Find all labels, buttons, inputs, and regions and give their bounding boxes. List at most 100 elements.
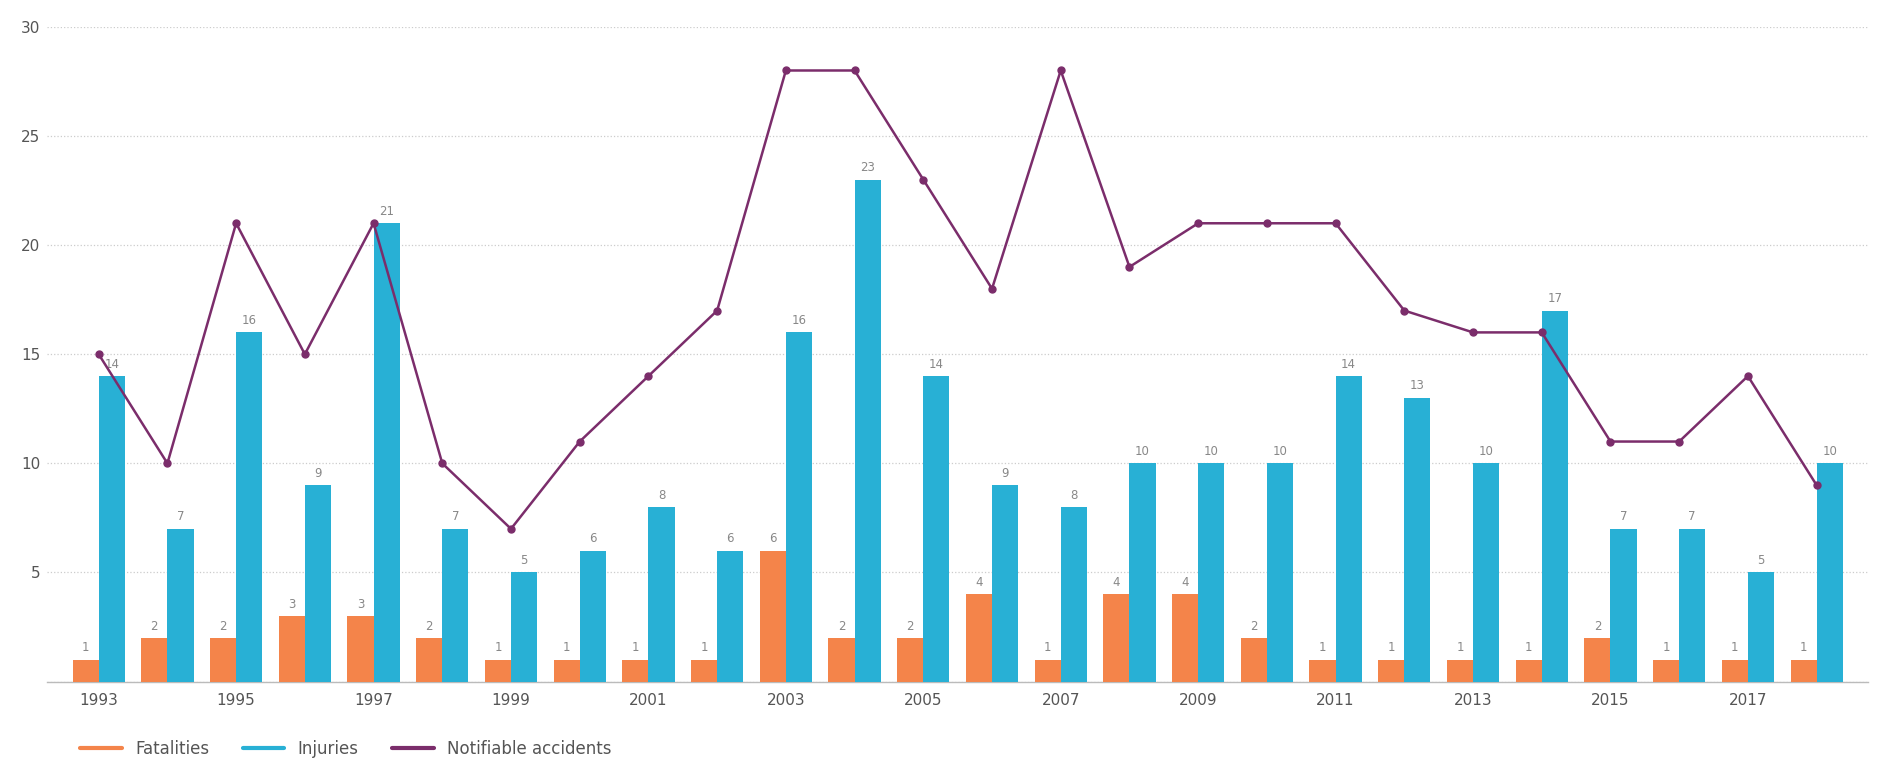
Text: 1: 1 bbox=[81, 641, 89, 654]
Bar bbox=[512, 573, 536, 682]
Bar bbox=[416, 638, 442, 682]
Bar bbox=[1653, 660, 1679, 682]
Bar bbox=[1611, 529, 1636, 682]
Text: 1: 1 bbox=[1730, 641, 1738, 654]
Text: 8: 8 bbox=[1069, 489, 1077, 502]
Bar bbox=[1541, 310, 1568, 682]
Text: 7: 7 bbox=[1619, 510, 1626, 524]
Bar bbox=[854, 180, 880, 682]
Text: 13: 13 bbox=[1409, 380, 1424, 392]
Bar bbox=[142, 638, 168, 682]
Text: 1: 1 bbox=[1524, 641, 1532, 654]
Text: 10: 10 bbox=[1823, 445, 1838, 458]
Bar bbox=[1747, 573, 1774, 682]
Text: 3: 3 bbox=[357, 598, 365, 611]
Text: 9: 9 bbox=[314, 467, 321, 480]
Text: 1: 1 bbox=[563, 641, 570, 654]
Text: 23: 23 bbox=[859, 161, 875, 174]
Text: 14: 14 bbox=[104, 358, 119, 370]
Bar bbox=[897, 638, 924, 682]
Bar bbox=[1817, 464, 1844, 682]
Bar bbox=[759, 551, 786, 682]
Bar bbox=[1062, 507, 1086, 682]
Bar bbox=[304, 485, 331, 682]
Bar bbox=[965, 594, 992, 682]
Bar bbox=[98, 376, 125, 682]
Bar bbox=[924, 376, 950, 682]
Text: 6: 6 bbox=[727, 532, 735, 545]
Text: 2: 2 bbox=[839, 619, 844, 633]
Text: 7: 7 bbox=[1689, 510, 1696, 524]
Text: 6: 6 bbox=[589, 532, 597, 545]
Bar bbox=[691, 660, 718, 682]
Text: 1: 1 bbox=[1319, 641, 1326, 654]
Text: 21: 21 bbox=[380, 205, 395, 218]
Bar bbox=[718, 551, 742, 682]
Bar bbox=[1171, 594, 1198, 682]
Text: 3: 3 bbox=[289, 598, 295, 611]
Text: 2: 2 bbox=[425, 619, 433, 633]
Bar bbox=[1791, 660, 1817, 682]
Text: 17: 17 bbox=[1547, 292, 1562, 305]
Bar bbox=[1404, 398, 1430, 682]
Text: 10: 10 bbox=[1203, 445, 1218, 458]
Bar bbox=[621, 660, 648, 682]
Text: 1: 1 bbox=[1045, 641, 1052, 654]
Text: 1: 1 bbox=[1800, 641, 1808, 654]
Bar bbox=[1515, 660, 1541, 682]
Bar bbox=[1268, 464, 1292, 682]
Text: 1: 1 bbox=[631, 641, 638, 654]
Text: 5: 5 bbox=[1757, 554, 1764, 567]
Text: 1: 1 bbox=[701, 641, 708, 654]
Text: 16: 16 bbox=[791, 314, 807, 327]
Text: 14: 14 bbox=[1341, 358, 1356, 370]
Bar bbox=[374, 223, 400, 682]
Text: 2: 2 bbox=[151, 619, 159, 633]
Bar bbox=[580, 551, 606, 682]
Bar bbox=[1473, 464, 1500, 682]
Text: 1: 1 bbox=[1662, 641, 1670, 654]
Bar bbox=[280, 616, 304, 682]
Bar bbox=[1035, 660, 1062, 682]
Bar bbox=[1336, 376, 1362, 682]
Text: 1: 1 bbox=[1388, 641, 1394, 654]
Text: 2: 2 bbox=[1251, 619, 1258, 633]
Bar bbox=[1679, 529, 1706, 682]
Text: 2: 2 bbox=[1594, 619, 1602, 633]
Bar bbox=[1309, 660, 1336, 682]
Text: 4: 4 bbox=[975, 576, 982, 589]
Bar bbox=[648, 507, 674, 682]
Bar bbox=[992, 485, 1018, 682]
Text: 14: 14 bbox=[929, 358, 944, 370]
Text: 16: 16 bbox=[242, 314, 257, 327]
Text: 10: 10 bbox=[1479, 445, 1494, 458]
Legend: Fatalities, Injuries, Notifiable accidents: Fatalities, Injuries, Notifiable acciden… bbox=[74, 734, 618, 765]
Bar bbox=[72, 660, 98, 682]
Bar bbox=[1721, 660, 1747, 682]
Text: 1: 1 bbox=[495, 641, 502, 654]
Bar bbox=[442, 529, 468, 682]
Bar bbox=[1198, 464, 1224, 682]
Bar bbox=[236, 332, 263, 682]
Bar bbox=[1130, 464, 1156, 682]
Bar bbox=[829, 638, 854, 682]
Bar bbox=[1103, 594, 1130, 682]
Text: 6: 6 bbox=[769, 532, 776, 545]
Bar bbox=[485, 660, 512, 682]
Text: 7: 7 bbox=[451, 510, 459, 524]
Bar bbox=[210, 638, 236, 682]
Text: 4: 4 bbox=[1113, 576, 1120, 589]
Bar bbox=[786, 332, 812, 682]
Bar bbox=[1241, 638, 1268, 682]
Bar bbox=[1447, 660, 1473, 682]
Bar bbox=[168, 529, 193, 682]
Text: 9: 9 bbox=[1001, 467, 1009, 480]
Text: 5: 5 bbox=[519, 554, 527, 567]
Bar bbox=[348, 616, 374, 682]
Bar bbox=[1379, 660, 1404, 682]
Bar bbox=[553, 660, 580, 682]
Text: 4: 4 bbox=[1181, 576, 1188, 589]
Text: 10: 10 bbox=[1273, 445, 1288, 458]
Text: 1: 1 bbox=[1456, 641, 1464, 654]
Text: 7: 7 bbox=[178, 510, 185, 524]
